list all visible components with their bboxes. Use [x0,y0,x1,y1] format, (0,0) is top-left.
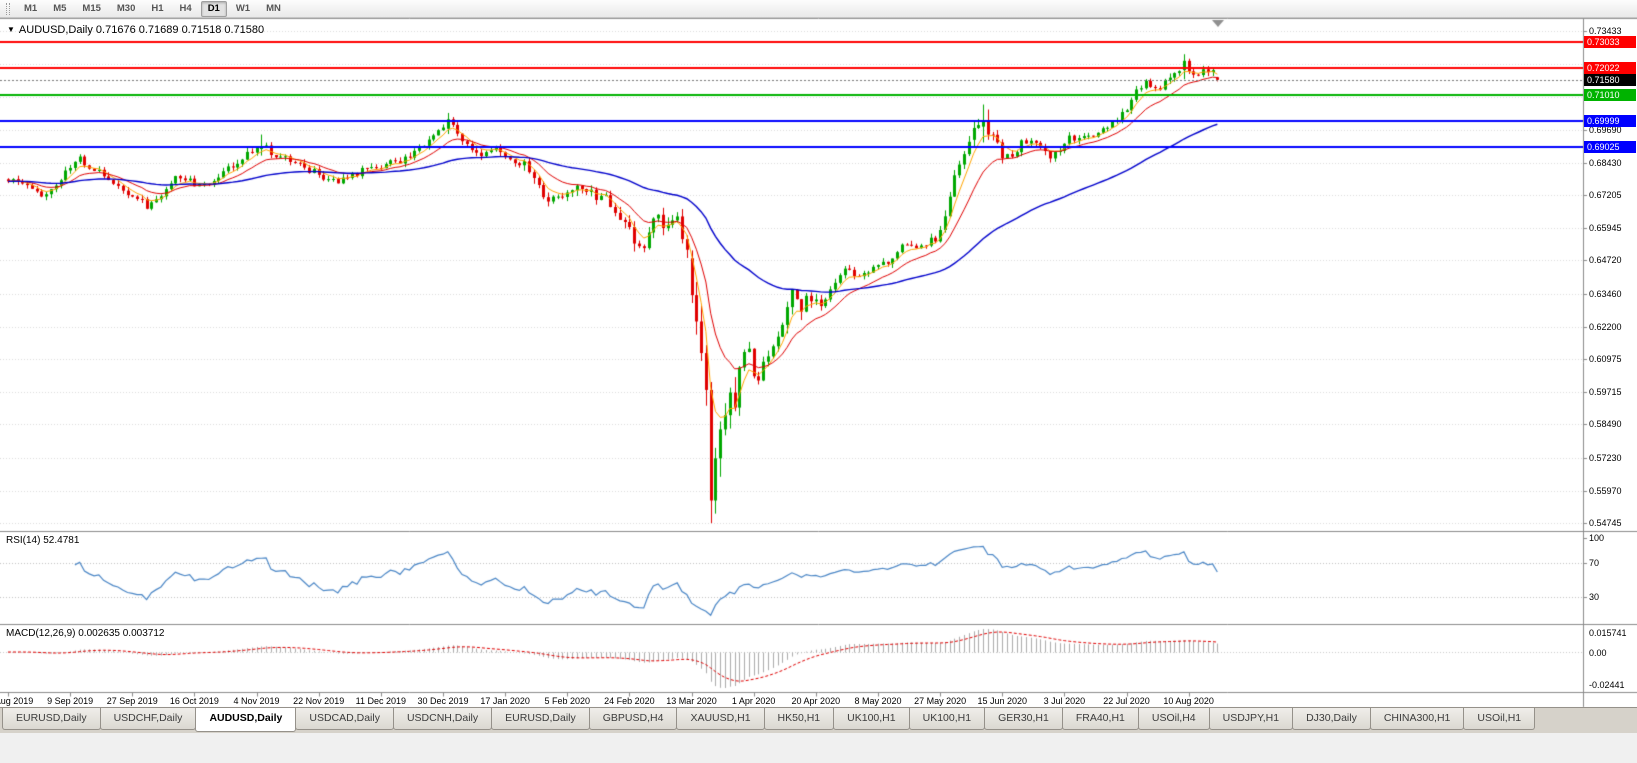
timeframe-buttons: M1 M5 M15 M30 H1 H4 D1 W1 MN [17,0,290,17]
chart-tab-audusd-daily[interactable]: AUDUSD,Daily [195,708,297,732]
chart-tab-china300-h1[interactable]: CHINA300,H1 [1369,708,1465,730]
chart-dropdown-icon[interactable]: ▼ [7,25,15,34]
timeframe-button-w1[interactable]: W1 [235,2,251,14]
chart-tab-fra40-h1[interactable]: FRA40,H1 [1061,708,1139,730]
timeframe-button-m5[interactable]: M5 [53,2,67,14]
chart-tab-usdcnh-daily[interactable]: USDCNH,Daily [392,708,493,730]
chart-tab-usdjpy-h1[interactable]: USDJPY,H1 [1208,708,1294,730]
timeframe-button-h4[interactable]: H4 [179,2,192,14]
chart-tab-eurusd-daily[interactable]: EURUSD,Daily [2,708,101,730]
chart-tab-uk100-h1[interactable]: UK100,H1 [908,708,986,730]
chart-tab-gbpusd-h4[interactable]: GBPUSD,H4 [588,708,678,730]
chart-tab-xauusd-h1[interactable]: XAUUSD,H1 [676,708,765,730]
chart-tab-usdcad-daily[interactable]: USDCAD,Daily [295,708,394,730]
chart-tab-bar: EURUSD,Daily USDCHF,Daily AUDUSD,Daily USDC… [0,707,1637,733]
macd-indicator-label: MACD(12,26,9) 0.002635 0.003712 [6,628,165,639]
timeframe-button-m15[interactable]: M15 [82,2,101,14]
toolbar-grip-icon[interactable] [6,2,10,15]
chart-tab-uk100-h1[interactable]: UK100,H1 [833,708,910,730]
timeframe-toolbar: M1 M5 M15 M30 H1 H4 D1 W1 MN [0,0,1637,18]
chart-tab-usdchf-daily[interactable]: USDCHF,Daily [99,708,197,730]
timeframe-button-m30[interactable]: M30 [116,2,136,14]
chart-symbol-ohlc: AUDUSD,Daily 0.71676 0.71689 0.71518 0.7… [18,24,265,36]
timeframe-button-m1[interactable]: M1 [24,2,38,14]
chart-title: ▼ AUDUSD,Daily 0.71676 0.71689 0.71518 0… [7,24,264,36]
bottom-filler [0,733,1637,763]
timeframe-button-h1[interactable]: H1 [151,2,164,14]
chart-tab-dj30-daily[interactable]: DJ30,Daily [1292,708,1371,730]
chart-tab-ger30-h1[interactable]: GER30,H1 [984,708,1063,730]
chart-tab-eurusd-daily[interactable]: EURUSD,Daily [491,708,590,730]
timeframe-button-d1[interactable]: D1 [200,0,227,17]
rsi-indicator-label: RSI(14) 52.4781 [6,535,80,546]
timeframe-button-mn[interactable]: MN [266,2,281,14]
chart-tab-usoil-h4[interactable]: USOil,H4 [1137,708,1210,730]
chart-tab-hk50-h1[interactable]: HK50,H1 [763,708,835,730]
chart-tab-usoil-h1[interactable]: USOil,H1 [1463,708,1536,730]
